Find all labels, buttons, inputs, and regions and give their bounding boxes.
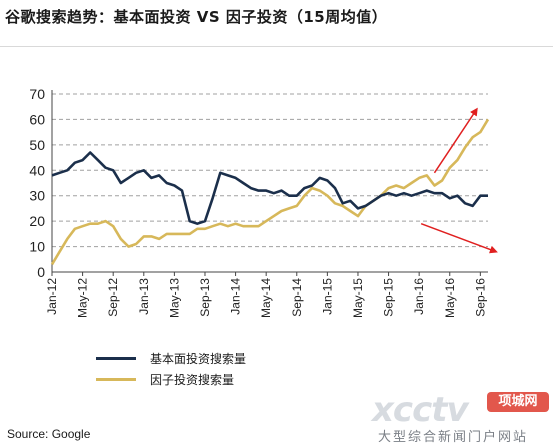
- x-tick-label: Sep-16: [473, 278, 487, 317]
- legend-swatch-factor: [96, 378, 136, 381]
- x-tick-label: May-14: [259, 278, 273, 318]
- title-divider: [0, 46, 553, 47]
- y-tick-label: 50: [29, 137, 45, 153]
- legend-swatch-fundamental: [96, 357, 136, 360]
- chart-title: 谷歌搜索趋势：基本面投资 VS 因子投资（15周均值）: [5, 8, 388, 26]
- watermark-badge: 项城网: [487, 392, 549, 412]
- watermark-logo: xcctv: [372, 390, 469, 430]
- x-tick-label: Sep-13: [198, 278, 212, 317]
- x-tick-label: Jan-16: [412, 278, 426, 315]
- x-tick-label: Sep-14: [290, 278, 304, 317]
- x-axis: Jan-12 May-12 Sep-12 Jan-13 May-13 Sep-13 Jan-…: [45, 271, 488, 318]
- series-line-fundamental: [51, 151, 488, 225]
- y-tick-label: 10: [29, 239, 45, 255]
- y-tick-label: 70: [29, 86, 45, 102]
- y-axis: 0 10 20 30 40 50 60 70: [29, 86, 53, 280]
- x-tick-label: May-13: [167, 278, 181, 318]
- x-tick-label: May-16: [443, 278, 457, 318]
- y-tick-label: 40: [29, 162, 45, 178]
- x-tick-label: Jan-14: [229, 278, 243, 315]
- x-tick-label: Sep-15: [382, 278, 396, 317]
- x-tick-label: Jan-12: [45, 278, 59, 315]
- series-lines: [50, 118, 490, 266]
- x-tick-label: Jan-13: [137, 278, 151, 315]
- up-trend-arrow: [433, 107, 478, 174]
- x-tick-label: May-12: [76, 278, 90, 318]
- line-chart: 0 10 20 30 40 50 60 70 Jan-12 May-12 Sep-12 Jan-13…: [29, 86, 498, 318]
- watermark-tagline: 大型综合新闻门户网站: [378, 430, 529, 445]
- y-tick-label: 0: [37, 264, 45, 280]
- y-tick-label: 60: [29, 111, 45, 127]
- x-tick-label: Sep-12: [106, 278, 120, 317]
- x-tick-label: Jan-15: [320, 278, 334, 315]
- gridlines: [52, 93, 488, 248]
- source-note: Source: Google: [7, 427, 91, 441]
- x-tick-label: May-15: [351, 278, 365, 318]
- down-trend-arrow: [420, 222, 498, 254]
- trend-arrows: [420, 107, 498, 254]
- legend-label-factor: 因子投资搜索量: [150, 373, 235, 387]
- y-tick-label: 20: [29, 213, 45, 229]
- y-tick-label: 30: [29, 188, 45, 204]
- series-line-factor: [50, 118, 490, 266]
- legend-label-fundamental: 基本面投资搜索量: [150, 352, 247, 366]
